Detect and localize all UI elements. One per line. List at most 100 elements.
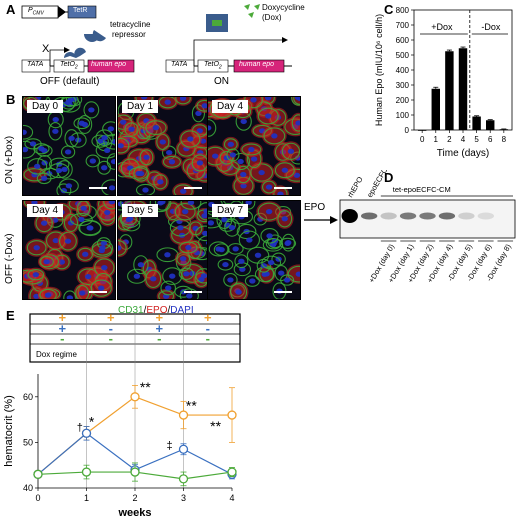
panel-label-e: E: [6, 308, 15, 323]
micrograph-off-3: Day 7: [207, 200, 301, 300]
tata-label-off: TATA: [27, 61, 44, 68]
regime-sign-blue: +: [155, 321, 163, 336]
teto-text-on: TetO: [204, 61, 219, 68]
stain-dapi: DAPI: [170, 305, 194, 316]
y-tick-label: 600: [396, 36, 410, 45]
y-tick-label: 800: [396, 6, 410, 15]
bar-day-8: [499, 129, 509, 131]
on-label: ON: [214, 76, 229, 87]
data-point: [33, 469, 43, 479]
repressor-icon: [84, 30, 106, 42]
x-tick-label: 8: [502, 135, 507, 144]
stain-legend: CD31/EPO/DAPI: [118, 305, 194, 316]
y-axis-label: Human Epo (mIU/10⁶ cell/h): [374, 14, 384, 126]
epo-label-off: human epo: [91, 61, 127, 68]
teto-label-on: TetO2: [204, 61, 222, 70]
group-label: tet-epoECFC-CM: [393, 185, 451, 194]
blot-band: [341, 209, 358, 223]
regime-sign-blue: +: [58, 321, 66, 336]
stain-epo: EPO: [146, 305, 168, 316]
bar-day-5: [472, 116, 481, 130]
micrograph-off-2: Day 5: [117, 200, 211, 300]
blot-band: [458, 212, 475, 220]
scale-bar: [89, 187, 107, 189]
teto-text-off: TetO: [60, 61, 75, 68]
y-tick-label: 200: [396, 96, 410, 105]
double-dagger-annotation: ‡: [167, 440, 173, 452]
regime-sign-green: -: [109, 331, 113, 346]
star-annotation: *: [89, 413, 95, 429]
panel-label-b: B: [6, 92, 16, 107]
band-arrowhead: [330, 216, 338, 224]
x-axis-label: Time (days): [437, 148, 489, 159]
epo-label-on: human epo: [239, 61, 275, 68]
blot-band: [380, 212, 397, 220]
x-tick-label: 5: [474, 135, 479, 144]
dox-label-line2: (Dox): [262, 13, 282, 22]
y-tick-label: 0: [405, 126, 410, 135]
regime-sign-orange: +: [58, 310, 66, 325]
epo-band-label: EPO: [304, 202, 325, 213]
off-label: OFF (default): [40, 76, 100, 87]
promoter-label: PCMV: [28, 7, 44, 16]
data-point: [81, 467, 92, 477]
bound-repressor-icon: [64, 47, 86, 58]
epo-box-off: [87, 59, 135, 73]
stain-cd31: CD31: [118, 305, 144, 316]
bar-day-4: [458, 48, 468, 130]
row-label-off: OFF (-Dox): [4, 233, 15, 284]
y-tick-label: 500: [396, 51, 410, 60]
tetr-gene-box: [67, 5, 97, 19]
double-star-week2: **: [140, 379, 151, 395]
dox-bound-repressor-icon: [206, 14, 228, 32]
micrograph-on-3: Day 4: [207, 96, 301, 196]
scale-bar: [184, 291, 202, 293]
x-tick-label: 6: [488, 135, 493, 144]
data-point: [130, 467, 140, 477]
repressor-label-line1: tetracycline: [110, 20, 151, 29]
x-tick-label: 0: [35, 493, 40, 503]
micrograph-day-label: Day 1: [122, 100, 159, 113]
minus-dox-label: -Dox: [481, 22, 501, 32]
tetr-label: TetR: [73, 7, 88, 14]
doxycycline-icon: [244, 4, 260, 18]
x-tick-label: 2: [132, 493, 137, 503]
panel-label-d: D: [384, 170, 394, 185]
x-tick-label: 2: [447, 135, 452, 144]
x-tick-label: 1: [84, 493, 89, 503]
micrograph-day-label: Day 4: [27, 204, 64, 217]
regime-sign-green: -: [157, 331, 161, 346]
row-label-on: ON (+Dox): [4, 135, 15, 184]
teto-box-on: [197, 59, 229, 73]
x-tick-label: 0: [420, 135, 425, 144]
lane-label-epoecfc: epoECFC-CM: [365, 170, 396, 199]
panel-label-a: A: [6, 2, 16, 17]
stain-sep2: /: [167, 305, 171, 316]
promoter-text: P: [28, 7, 33, 14]
y-tick-label: 400: [396, 66, 410, 75]
y-tick-label: 50: [23, 437, 33, 447]
teto-sub-on: 2: [218, 64, 222, 71]
micrograph-day-label: Day 7: [212, 204, 249, 217]
x-axis-label: weeks: [117, 507, 151, 519]
teto-box-off: [53, 59, 85, 73]
scale-bar: [184, 187, 202, 189]
regime-sign-green: -: [60, 331, 64, 346]
double-star-week3: **: [186, 397, 197, 413]
panel-a-schematic: [21, 4, 292, 73]
x-tick-label: 1: [434, 135, 439, 144]
lane-label-rhepo: rhEPO: [346, 175, 365, 199]
bar-day-1: [431, 88, 440, 130]
y-tick-label: 300: [396, 81, 410, 90]
double-star-week4: **: [210, 418, 221, 434]
blot-band: [399, 212, 417, 220]
dagger-annotation: †: [77, 422, 83, 434]
micrograph-day-label: Day 4: [212, 100, 249, 113]
data-point: [178, 410, 189, 420]
bar-day-2: [445, 51, 454, 130]
micrograph-day-label: Day 5: [122, 204, 159, 217]
x-tick-label: 4: [461, 135, 466, 144]
bar-day-6: [486, 120, 495, 130]
